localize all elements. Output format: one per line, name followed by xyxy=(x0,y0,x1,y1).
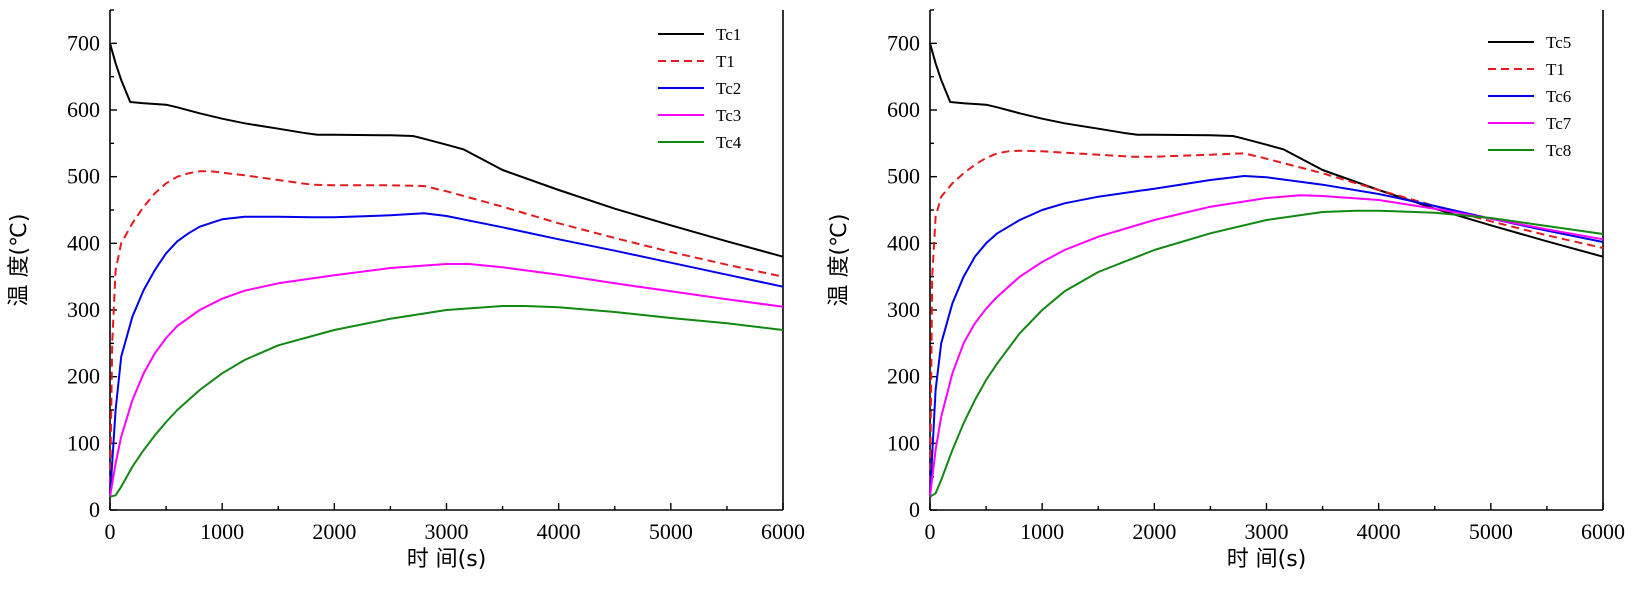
x-tick-label: 6000 xyxy=(1581,519,1625,544)
y-tick-label: 0 xyxy=(909,497,920,522)
series-line-tc3 xyxy=(109,263,784,497)
y-tick-label: 200 xyxy=(67,364,100,389)
y-tick-label: 200 xyxy=(887,364,920,389)
y-tick-label: 700 xyxy=(67,30,100,55)
legend-label: Tc1 xyxy=(716,25,741,44)
x-tick-label: 1000 xyxy=(1020,519,1064,544)
legend-label: Tc7 xyxy=(1546,114,1572,133)
y-tick-label: 300 xyxy=(887,297,920,322)
series-line-tc8 xyxy=(929,209,1604,498)
x-axis-label: 时 间(s) xyxy=(1227,547,1307,572)
y-tick-label: 100 xyxy=(67,430,100,455)
legend-label: T1 xyxy=(1546,60,1565,79)
series-line-tc6 xyxy=(929,175,1604,497)
x-tick-label: 5000 xyxy=(649,519,693,544)
legend-label: Tc8 xyxy=(1546,141,1571,160)
y-tick-label: 600 xyxy=(887,97,920,122)
chart-panel-left: 0 1000 2000 3000 4000 5000 6000 0 100 200 300 400 50… xyxy=(7,9,805,572)
x-tick-label: 0 xyxy=(105,519,116,544)
x-tick-label: 6000 xyxy=(761,519,805,544)
y-tick-label: 0 xyxy=(89,497,100,522)
x-tick-label: 4000 xyxy=(537,519,581,544)
legend-label: Tc5 xyxy=(1546,33,1571,52)
y-tick-label: 500 xyxy=(887,164,920,189)
x-tick-label: 2000 xyxy=(312,519,356,544)
x-tick-label: 2000 xyxy=(1132,519,1176,544)
series-line-tc4 xyxy=(109,305,784,498)
legend-label: T1 xyxy=(716,52,735,71)
series-line-tc2 xyxy=(109,212,784,497)
y-tick-label: 400 xyxy=(887,230,920,255)
series-line-tc7 xyxy=(929,194,1604,497)
legend-label: Tc6 xyxy=(1546,87,1571,106)
chart-panel-right: 0 1000 2000 3000 4000 5000 6000 0 100 200 300 400 50… xyxy=(827,9,1625,572)
series-line-t1 xyxy=(109,170,784,497)
x-tick-label: 0 xyxy=(925,519,936,544)
x-axis-label: 时 间(s) xyxy=(407,547,487,572)
series-line-t1 xyxy=(929,149,1604,497)
y-axis-label: 温 度(℃) xyxy=(827,214,852,307)
x-tick-label: 5000 xyxy=(1469,519,1513,544)
x-tick-label: 3000 xyxy=(1245,519,1289,544)
series-line-tc1 xyxy=(109,43,784,258)
y-tick-label: 500 xyxy=(67,164,100,189)
y-tick-label: 100 xyxy=(887,430,920,455)
y-tick-label: 300 xyxy=(67,297,100,322)
y-tick-label: 600 xyxy=(67,97,100,122)
legend-label: Tc4 xyxy=(716,133,742,152)
legend-label: Tc3 xyxy=(716,106,741,125)
x-tick-label: 4000 xyxy=(1357,519,1401,544)
y-tick-label: 700 xyxy=(887,30,920,55)
legend-label: Tc2 xyxy=(716,79,741,98)
y-axis-label: 温 度(℃) xyxy=(7,214,32,307)
x-tick-label: 3000 xyxy=(425,519,469,544)
x-tick-label: 1000 xyxy=(200,519,244,544)
y-tick-label: 400 xyxy=(67,230,100,255)
